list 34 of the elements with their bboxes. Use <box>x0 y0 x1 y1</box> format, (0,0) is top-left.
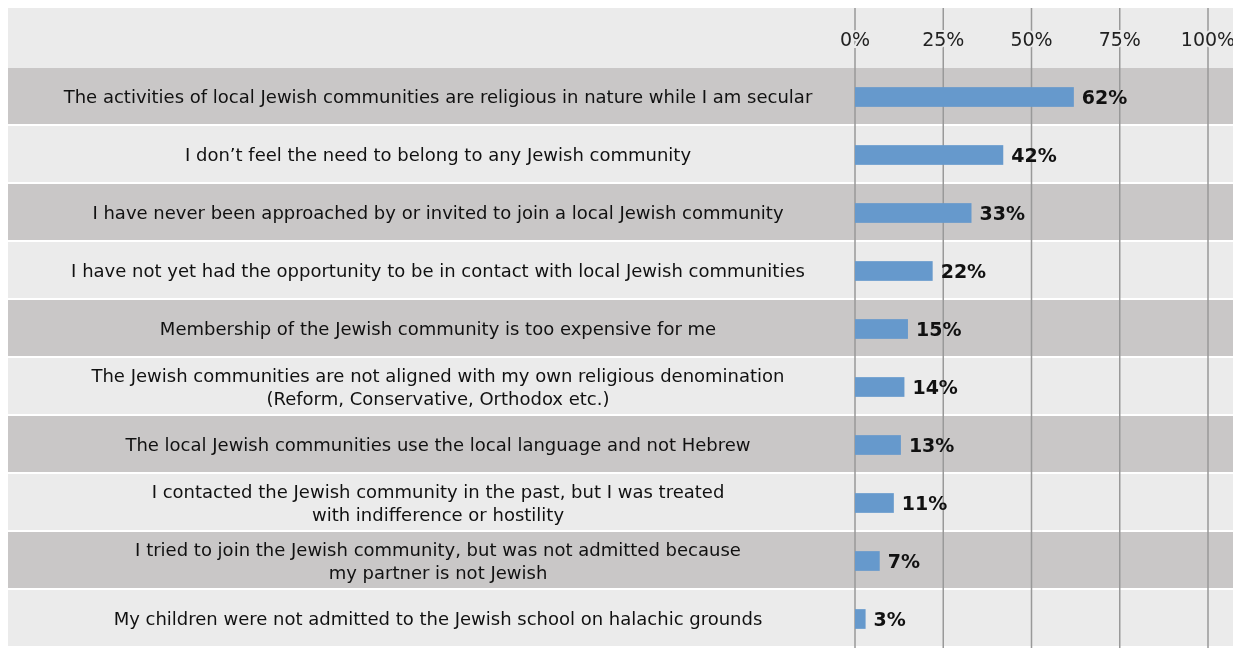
bar <box>855 319 908 339</box>
y-tick-label: My children were not admitted to the Jewish school on halachic grounds <box>113 608 763 629</box>
bar <box>855 435 901 455</box>
y-tick-label: I have never been approached by or invited to join a local Jewish community <box>92 202 784 223</box>
bar <box>855 493 894 513</box>
y-tick-label: I have not yet had the opportunity to be in contact with local Jewish communities <box>71 260 805 281</box>
y-tick-label: I don’t feel the need to belong to any Jewish community <box>184 144 692 165</box>
y-tick-label: I tried to join the Jewish community, but was not admitted because my partner is not Jewish <box>135 538 741 583</box>
y-tick-label: The Jewish communities are not aligned with my own religious denomination (Reform, Conservative, Orthodox etc.) <box>90 364 785 409</box>
data-label: 22% <box>940 260 987 282</box>
x-tick-label: 25% <box>922 28 965 50</box>
y-tick-label: The activities of local Jewish communities are religious in nature while I am secular <box>62 86 813 107</box>
bar <box>855 261 933 281</box>
x-tick-label: 50% <box>1010 28 1053 50</box>
bar <box>855 87 1074 107</box>
data-label: 7% <box>887 550 920 572</box>
data-label: 3% <box>873 608 906 630</box>
data-label: 14% <box>912 376 958 398</box>
x-tick-label: 0% <box>839 28 871 50</box>
y-tick-label: The local Jewish communities use the local language and not Hebrew <box>124 434 751 455</box>
y-tick-label: Membership of the Jewish community is too expensive for me <box>159 318 717 339</box>
bar <box>855 145 1004 165</box>
bar <box>855 377 905 397</box>
data-label: 13% <box>908 434 955 456</box>
bar <box>855 203 972 223</box>
y-tick-label: I contacted the Jewish community in the past, but I was treated with indifference or hostility <box>151 480 725 525</box>
data-label: 15% <box>915 318 962 340</box>
x-tick-label: 75% <box>1098 28 1141 50</box>
data-label: 62% <box>1081 86 1128 108</box>
data-label: 11% <box>901 492 948 514</box>
bar <box>855 551 880 571</box>
bar <box>855 609 866 629</box>
data-label: 42% <box>1011 144 1057 166</box>
data-label: 33% <box>979 202 1025 224</box>
